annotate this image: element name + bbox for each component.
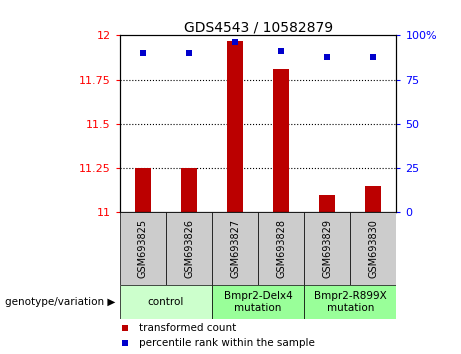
Bar: [258, 212, 304, 285]
Text: GSM693829: GSM693829: [322, 219, 332, 278]
Text: genotype/variation ▶: genotype/variation ▶: [5, 297, 115, 307]
Bar: [304, 285, 396, 319]
Title: GDS4543 / 10582879: GDS4543 / 10582879: [183, 20, 333, 34]
Bar: [120, 285, 212, 319]
Text: Bmpr2-Delx4
mutation: Bmpr2-Delx4 mutation: [224, 291, 293, 313]
Text: GSM693827: GSM693827: [230, 219, 240, 278]
Bar: [120, 212, 166, 285]
Bar: [350, 212, 396, 285]
Bar: [273, 69, 290, 212]
Bar: [319, 195, 336, 212]
Text: GSM693826: GSM693826: [184, 219, 194, 278]
Bar: [166, 212, 212, 285]
Text: GSM693828: GSM693828: [276, 219, 286, 278]
Bar: [181, 168, 197, 212]
Bar: [304, 212, 350, 285]
Text: Bmpr2-R899X
mutation: Bmpr2-R899X mutation: [314, 291, 387, 313]
Text: GSM693830: GSM693830: [368, 219, 378, 278]
Text: transformed count: transformed count: [139, 322, 236, 332]
Bar: [365, 186, 381, 212]
Bar: [212, 212, 258, 285]
Bar: [212, 285, 304, 319]
Bar: [227, 41, 243, 212]
Bar: [135, 168, 151, 212]
Text: control: control: [148, 297, 184, 307]
Text: GSM693825: GSM693825: [138, 219, 148, 278]
Text: percentile rank within the sample: percentile rank within the sample: [139, 338, 315, 348]
